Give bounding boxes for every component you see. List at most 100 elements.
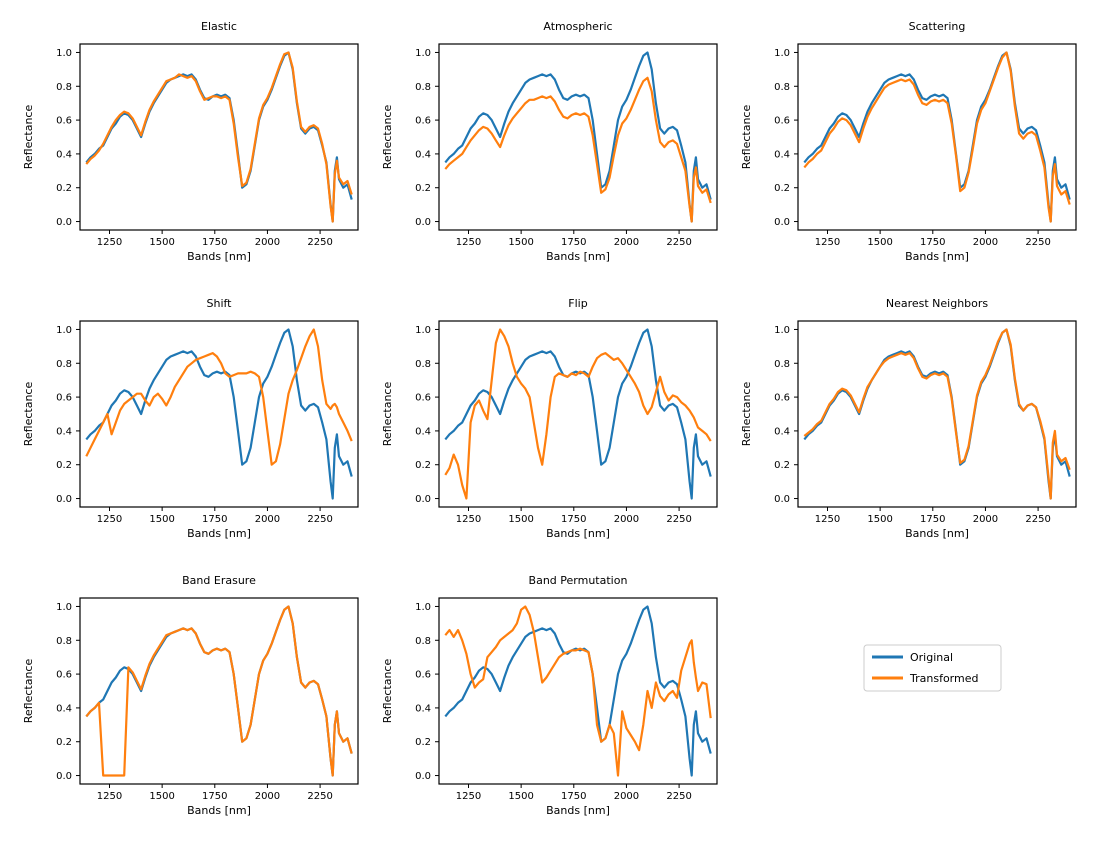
x-tick-label: 2000 (255, 514, 280, 525)
y-tick-label: 1.0 (774, 325, 790, 336)
subplot-title: Flip (568, 297, 587, 310)
axes-frame (438, 43, 718, 231)
y-tick-label: 0.8 (415, 82, 431, 93)
x-tick-label: 1250 (815, 237, 840, 248)
x-tick-label: 1750 (920, 237, 945, 248)
x-tick-label: 1250 (97, 791, 122, 802)
y-tick-label: 0.8 (56, 359, 72, 370)
x-tick-label: 2250 (666, 791, 691, 802)
y-tick-label: 0.4 (774, 149, 790, 160)
series-original-line (444, 51, 712, 223)
x-tick-label: 1750 (561, 237, 586, 248)
series-original-line (444, 605, 712, 777)
y-tick-label: 0.6 (415, 670, 431, 681)
x-tick-label: 2000 (614, 237, 639, 248)
x-tick-label: 2250 (1025, 237, 1050, 248)
series-transformed-line (444, 328, 712, 500)
y-tick-label: 0.0 (774, 494, 790, 505)
y-tick-label: 0.8 (56, 636, 72, 647)
y-tick-label: 1.0 (415, 602, 431, 613)
x-tick-label: 2250 (307, 791, 332, 802)
y-tick-label: 0.2 (774, 460, 790, 471)
legend-transformed-label: Transformed (909, 672, 978, 685)
x-tick-label: 2250 (666, 237, 691, 248)
subplot-title: Scattering (909, 20, 966, 33)
y-tick-label: 0.6 (56, 670, 72, 681)
y-tick-label: 1.0 (774, 48, 790, 59)
subplot-flip: Flip 1250 1500 1750 2000 2250 0.0 0.2 0.4 0.6 0.8 1… (381, 297, 718, 540)
x-tick-label: 2250 (307, 237, 332, 248)
x-axis-label: Bands [nm] (546, 527, 610, 540)
x-tick-label: 1750 (202, 791, 227, 802)
y-tick-label: 0.6 (56, 393, 72, 404)
y-tick-label: 0.0 (415, 771, 431, 782)
y-tick-label: 0.4 (415, 703, 431, 714)
axes-frame (79, 597, 359, 785)
series-transformed-line (803, 51, 1071, 223)
x-tick-label: 1750 (202, 514, 227, 525)
x-tick-label: 1250 (815, 514, 840, 525)
series-original-line (85, 328, 353, 500)
y-tick-label: 0.2 (56, 460, 72, 471)
x-tick-label: 1250 (97, 514, 122, 525)
x-tick-label: 1750 (561, 514, 586, 525)
y-tick-label: 0.4 (56, 426, 72, 437)
x-tick-label: 2250 (1025, 514, 1050, 525)
series-original-line (85, 51, 353, 223)
series-transformed-line (444, 605, 712, 777)
y-tick-label: 0.0 (415, 494, 431, 505)
x-axis-label: Bands [nm] (905, 250, 969, 263)
y-tick-label: 0.8 (56, 82, 72, 93)
y-tick-label: 0.0 (56, 771, 72, 782)
y-axis-label: Reflectance (381, 382, 394, 447)
series-original-line (803, 328, 1071, 500)
y-tick-label: 1.0 (56, 602, 72, 613)
y-tick-label: 0.6 (56, 116, 72, 127)
x-tick-label: 2000 (255, 791, 280, 802)
x-tick-label: 2000 (973, 514, 998, 525)
axes-frame (797, 43, 1077, 231)
x-tick-label: 2250 (307, 514, 332, 525)
x-tick-label: 1750 (920, 514, 945, 525)
legend: Original Transformed (863, 644, 1002, 692)
y-tick-label: 1.0 (415, 325, 431, 336)
x-axis-label: Bands [nm] (546, 250, 610, 263)
y-tick-label: 0.2 (56, 737, 72, 748)
series-original-line (803, 51, 1071, 223)
subplot-atmospheric: Atmospheric 1250 1500 1750 2000 2250 0.0 0.2 0.4… (381, 20, 718, 263)
subplot-grid: Elastic 1250 1500 1750 2000 2250 0.0 0.2 0.4 0.6 0… (22, 20, 1077, 817)
y-tick-label: 1.0 (56, 325, 72, 336)
x-tick-label: 2000 (614, 791, 639, 802)
x-tick-label: 1500 (149, 237, 174, 248)
y-tick-label: 0.4 (415, 426, 431, 437)
x-tick-label: 2000 (614, 514, 639, 525)
y-tick-label: 0.2 (774, 183, 790, 194)
y-tick-label: 1.0 (415, 48, 431, 59)
y-axis-label: Reflectance (22, 382, 35, 447)
x-axis-label: Bands [nm] (546, 804, 610, 817)
x-tick-label: 1250 (456, 237, 481, 248)
y-tick-label: 0.0 (56, 217, 72, 228)
x-tick-label: 1500 (867, 237, 892, 248)
y-tick-label: 0.2 (415, 183, 431, 194)
subplot-title: Elastic (201, 20, 237, 33)
y-tick-label: 0.0 (415, 217, 431, 228)
x-tick-label: 1750 (561, 791, 586, 802)
y-tick-label: 0.6 (774, 116, 790, 127)
y-tick-label: 0.4 (56, 703, 72, 714)
y-axis-label: Reflectance (740, 382, 753, 447)
subplot-title: Band Permutation (529, 574, 628, 587)
y-axis-label: Reflectance (22, 659, 35, 724)
y-tick-label: 1.0 (56, 48, 72, 59)
x-tick-label: 2000 (255, 237, 280, 248)
x-axis-label: Bands [nm] (187, 804, 251, 817)
subplot-title: Band Erasure (182, 574, 256, 587)
x-axis-label: Bands [nm] (905, 527, 969, 540)
series-transformed-line (85, 605, 353, 777)
x-tick-label: 1500 (149, 514, 174, 525)
axes-frame (438, 597, 718, 785)
y-tick-label: 0.0 (774, 217, 790, 228)
x-tick-label: 1250 (456, 514, 481, 525)
y-tick-label: 0.4 (774, 426, 790, 437)
